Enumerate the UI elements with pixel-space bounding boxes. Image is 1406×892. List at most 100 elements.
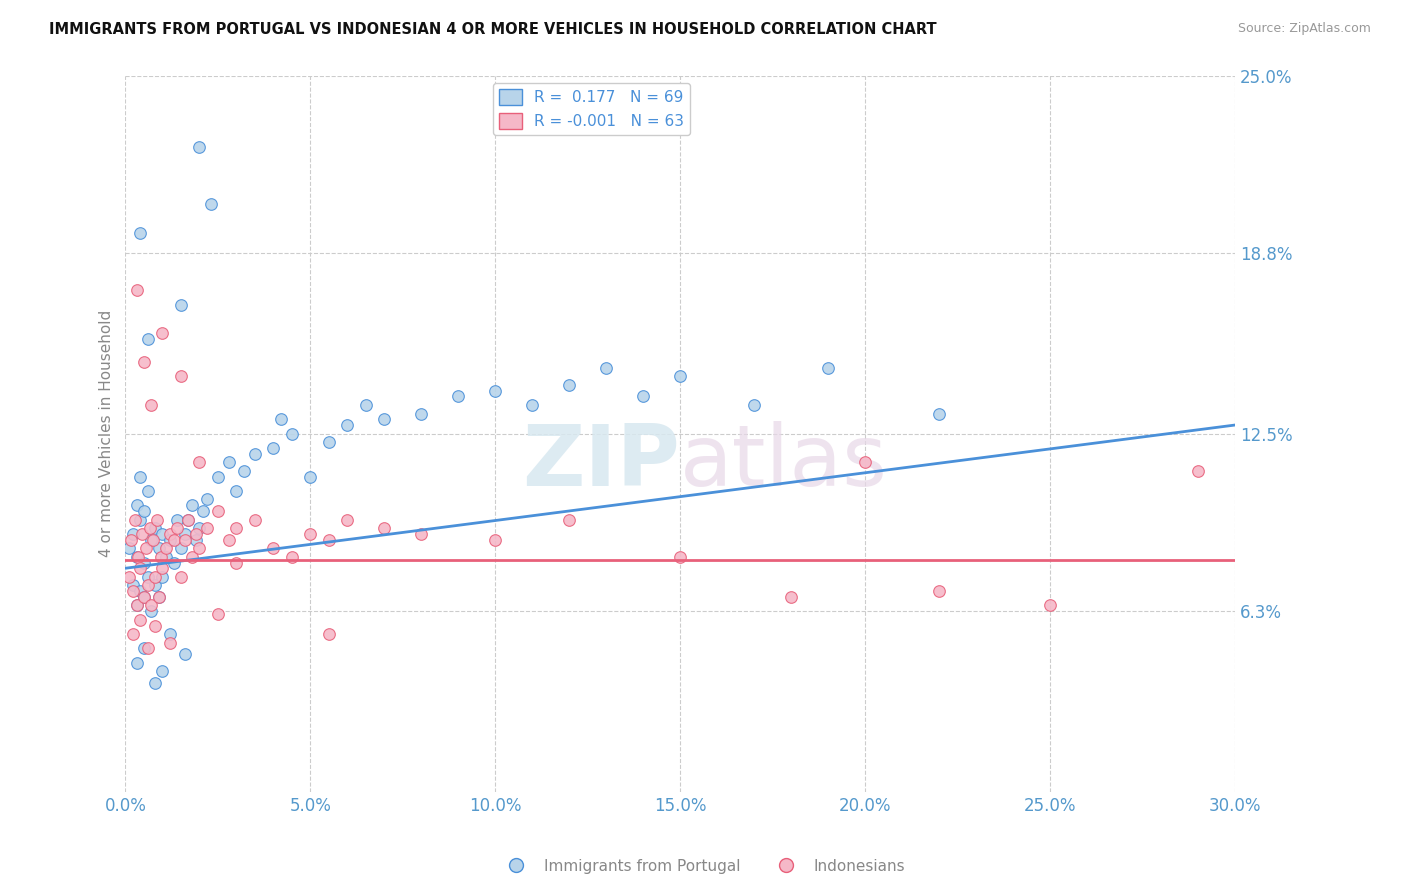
Point (170, 298, 193, 312)
Point (780, 590, 803, 604)
Point (124, 512, 146, 526)
Point (447, 389, 470, 403)
Point (928, 584, 950, 599)
Text: ZIP: ZIP (523, 421, 681, 504)
Point (299, 469, 322, 483)
Point (143, 570, 166, 584)
Legend: R =  0.177   N = 69, R = -0.001   N = 63: R = 0.177 N = 69, R = -0.001 N = 63 (494, 83, 690, 135)
Point (136, 332, 159, 346)
Point (148, 541, 170, 556)
Point (188, 455, 211, 469)
Point (1187, 464, 1209, 478)
Point (484, 384, 506, 398)
Point (159, 533, 181, 547)
Point (243, 512, 266, 526)
Point (188, 521, 211, 535)
Point (136, 578, 159, 592)
Point (170, 369, 193, 384)
Point (135, 541, 157, 556)
Point (132, 641, 155, 656)
Legend: Immigrants from Portugal, Indonesians: Immigrants from Portugal, Indonesians (495, 853, 911, 880)
Point (125, 599, 148, 613)
Point (122, 527, 145, 541)
Point (928, 407, 950, 421)
Point (188, 140, 211, 154)
Point (817, 360, 839, 375)
Point (207, 504, 229, 518)
Point (159, 627, 181, 641)
Point (129, 226, 152, 240)
Point (170, 541, 193, 556)
Point (143, 676, 166, 690)
Point (173, 647, 195, 661)
Point (195, 492, 218, 507)
Point (184, 533, 207, 547)
Point (232, 464, 254, 478)
Point (127, 549, 149, 564)
Point (149, 549, 172, 564)
Point (141, 398, 163, 412)
Point (170, 570, 193, 584)
Point (142, 533, 165, 547)
Point (125, 498, 148, 512)
Point (191, 504, 214, 518)
Point (669, 549, 692, 564)
Point (118, 570, 141, 584)
Point (155, 541, 177, 556)
Point (262, 541, 284, 556)
Point (159, 527, 181, 541)
Point (141, 533, 163, 547)
Point (188, 541, 211, 556)
Point (141, 599, 163, 613)
Point (336, 417, 359, 432)
Point (125, 599, 148, 613)
Point (125, 656, 148, 670)
Point (181, 498, 204, 512)
Point (270, 412, 292, 426)
Point (138, 521, 160, 535)
Point (299, 527, 322, 541)
Point (136, 641, 159, 656)
Point (318, 627, 340, 641)
Point (207, 469, 229, 483)
Y-axis label: 4 or more Vehicles in Household: 4 or more Vehicles in Household (100, 310, 114, 558)
Point (742, 398, 765, 412)
Point (129, 512, 152, 526)
Point (136, 570, 159, 584)
Text: IMMIGRANTS FROM PORTUGAL VS INDONESIAN 4 OR MORE VEHICLES IN HOUSEHOLD CORRELATI: IMMIGRANTS FROM PORTUGAL VS INDONESIAN 4… (49, 22, 936, 37)
Point (633, 389, 655, 403)
Point (162, 533, 184, 547)
Point (141, 604, 163, 618)
Point (484, 533, 506, 547)
Point (152, 561, 174, 575)
Point (184, 527, 207, 541)
Point (162, 556, 184, 570)
Point (129, 561, 152, 575)
Point (146, 512, 169, 526)
Point (166, 512, 188, 526)
Point (207, 607, 229, 621)
Point (218, 533, 240, 547)
Point (152, 326, 174, 341)
Point (131, 527, 153, 541)
Point (152, 570, 174, 584)
Point (558, 512, 581, 526)
Point (129, 584, 152, 599)
Point (132, 504, 155, 518)
Point (200, 197, 222, 211)
Point (318, 435, 340, 450)
Point (125, 284, 148, 298)
Point (120, 533, 142, 547)
Point (152, 527, 174, 541)
Point (143, 578, 166, 592)
Point (155, 549, 177, 564)
Point (336, 512, 359, 526)
Point (159, 636, 181, 650)
Point (166, 521, 188, 535)
Point (243, 447, 266, 461)
Point (281, 426, 304, 441)
Point (225, 521, 247, 535)
Point (595, 360, 617, 375)
Point (281, 549, 304, 564)
Point (558, 378, 581, 392)
